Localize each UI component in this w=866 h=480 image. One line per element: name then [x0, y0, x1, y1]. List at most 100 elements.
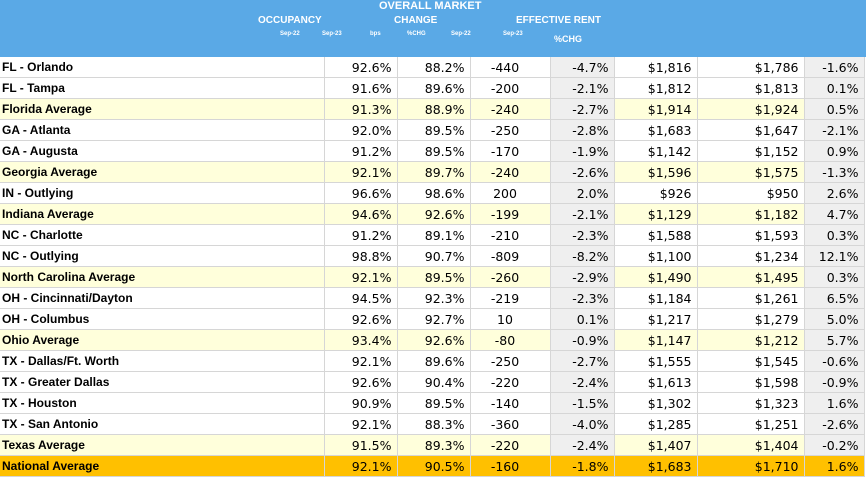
change-pct-cell: -2.4%	[550, 434, 615, 456]
rent-sep22-cell: $1,683	[614, 119, 698, 141]
market-name-cell: Indiana Average	[0, 203, 325, 225]
table-row: National Average 92.1% 90.5% -160 -1.8% $1,68…	[0, 455, 865, 477]
header-sub-occ-sep22: Sep-22	[280, 31, 300, 37]
table-row: TX - Dallas/Ft. Worth 92.1% 89.6% -250 -2.7%…	[0, 350, 865, 372]
occupancy-sep22-cell: 92.6%	[324, 371, 398, 393]
rent-sep22-cell: $1,816	[614, 57, 698, 78]
occupancy-sep22-cell: 92.1%	[324, 455, 398, 477]
occupancy-sep22-cell: 92.1%	[324, 161, 398, 183]
occupancy-sep22-cell: 92.6%	[324, 308, 398, 330]
rent-pct-change-cell: 12.1%	[804, 245, 865, 267]
rent-sep23-cell: $1,251	[697, 413, 805, 435]
change-bps-cell: -210	[470, 224, 551, 246]
change-bps-cell: -240	[470, 161, 551, 183]
rent-pct-change-cell: 5.7%	[804, 329, 865, 351]
table-row: TX - Greater Dallas 92.6% 90.4% -220 -2.4% $1…	[0, 371, 865, 393]
rent-sep22-cell: $926	[614, 182, 698, 204]
rent-sep23-cell: $1,598	[697, 371, 805, 393]
rent-sep22-cell: $1,147	[614, 329, 698, 351]
change-bps-cell: -200	[470, 77, 551, 99]
rent-sep22-cell: $1,683	[614, 455, 698, 477]
rent-sep22-cell: $1,596	[614, 161, 698, 183]
occupancy-sep23-cell: 98.6%	[397, 182, 471, 204]
change-bps-cell: 200	[470, 182, 551, 204]
rent-sep23-cell: $1,710	[697, 455, 805, 477]
rent-pct-change-cell: 0.3%	[804, 266, 865, 288]
change-pct-cell: -2.8%	[550, 119, 615, 141]
occupancy-sep22-cell: 91.6%	[324, 77, 398, 99]
rent-sep22-cell: $1,914	[614, 98, 698, 120]
header-sub-pchg: %CHG	[407, 31, 426, 37]
rent-sep22-cell: $1,555	[614, 350, 698, 372]
rent-sep23-cell: $1,261	[697, 287, 805, 309]
market-name-cell: TX - Dallas/Ft. Worth	[0, 350, 325, 372]
occupancy-sep22-cell: 91.2%	[324, 224, 398, 246]
occupancy-sep23-cell: 90.5%	[397, 455, 471, 477]
occupancy-sep22-cell: 92.0%	[324, 119, 398, 141]
header-sub-occ-sep23: Sep-23	[322, 31, 342, 37]
rent-pct-change-cell: -1.3%	[804, 161, 865, 183]
change-pct-cell: -2.6%	[550, 161, 615, 183]
rent-sep23-cell: $1,813	[697, 77, 805, 99]
change-bps-cell: -140	[470, 392, 551, 414]
occupancy-sep23-cell: 89.6%	[397, 77, 471, 99]
change-pct-cell: -8.2%	[550, 245, 615, 267]
change-bps-cell: -440	[470, 57, 551, 78]
table-row: FL - Orlando 92.6% 88.2% -440 -4.7% $1,816 $1,…	[0, 57, 865, 78]
change-pct-cell: -2.7%	[550, 98, 615, 120]
table-row: IN - Outlying 96.6% 98.6% 200 2.0% $926 $950 2.…	[0, 182, 865, 204]
header-occupancy: OCCUPANCY	[258, 15, 322, 26]
rent-sep23-cell: $1,647	[697, 119, 805, 141]
rent-pct-change-cell: 0.9%	[804, 140, 865, 162]
change-bps-cell: -250	[470, 350, 551, 372]
rent-sep23-cell: $1,234	[697, 245, 805, 267]
rent-pct-change-cell: 5.0%	[804, 308, 865, 330]
header-sub-rent-sep23: Sep-23	[503, 31, 523, 37]
occupancy-sep23-cell: 89.5%	[397, 140, 471, 162]
occupancy-sep23-cell: 88.9%	[397, 98, 471, 120]
header-change: CHANGE	[394, 15, 438, 26]
change-bps-cell: -160	[470, 455, 551, 477]
market-name-cell: Florida Average	[0, 98, 325, 120]
occupancy-sep22-cell: 91.3%	[324, 98, 398, 120]
change-bps-cell: -360	[470, 413, 551, 435]
rent-pct-change-cell: 1.6%	[804, 392, 865, 414]
rent-sep23-cell: $1,593	[697, 224, 805, 246]
market-name-cell: North Carolina Average	[0, 266, 325, 288]
occupancy-sep23-cell: 89.5%	[397, 392, 471, 414]
rent-sep23-cell: $1,545	[697, 350, 805, 372]
change-pct-cell: -2.3%	[550, 287, 615, 309]
occupancy-sep22-cell: 93.4%	[324, 329, 398, 351]
change-bps-cell: -220	[470, 434, 551, 456]
rent-pct-change-cell: -2.1%	[804, 119, 865, 141]
change-bps-cell: -809	[470, 245, 551, 267]
header-title: OVERALL MARKET	[379, 0, 482, 12]
market-table: FL - Orlando 92.6% 88.2% -440 -4.7% $1,816 $1,…	[0, 57, 865, 477]
table-row: OH - Columbus 92.6% 92.7% 10 0.1% $1,217 $1,27…	[0, 308, 865, 330]
market-name-cell: NC - Charlotte	[0, 224, 325, 246]
rent-pct-change-cell: -2.6%	[804, 413, 865, 435]
table-row: TX - Houston 90.9% 89.5% -140 -1.5% $1,302 $1,…	[0, 392, 865, 414]
occupancy-sep22-cell: 94.6%	[324, 203, 398, 225]
occupancy-sep23-cell: 90.7%	[397, 245, 471, 267]
market-name-cell: National Average	[0, 455, 325, 477]
rent-sep23-cell: $950	[697, 182, 805, 204]
occupancy-sep23-cell: 92.7%	[397, 308, 471, 330]
occupancy-sep22-cell: 92.1%	[324, 350, 398, 372]
rent-sep23-cell: $1,786	[697, 57, 805, 78]
change-pct-cell: -2.1%	[550, 203, 615, 225]
occupancy-sep23-cell: 92.6%	[397, 203, 471, 225]
table-row: FL - Tampa 91.6% 89.6% -200 -2.1% $1,812 $1,81…	[0, 77, 865, 99]
market-name-cell: Texas Average	[0, 434, 325, 456]
rent-sep23-cell: $1,279	[697, 308, 805, 330]
rent-sep22-cell: $1,588	[614, 224, 698, 246]
table-row: GA - Augusta 91.2% 89.5% -170 -1.9% $1,142 $1,…	[0, 140, 865, 162]
occupancy-sep23-cell: 89.5%	[397, 266, 471, 288]
change-bps-cell: -260	[470, 266, 551, 288]
table-row: Florida Average 91.3% 88.9% -240 -2.7% $1,914…	[0, 98, 865, 120]
change-pct-cell: -2.7%	[550, 350, 615, 372]
rent-sep23-cell: $1,495	[697, 266, 805, 288]
rent-sep22-cell: $1,302	[614, 392, 698, 414]
market-name-cell: TX - Greater Dallas	[0, 371, 325, 393]
rent-pct-change-cell: -0.6%	[804, 350, 865, 372]
